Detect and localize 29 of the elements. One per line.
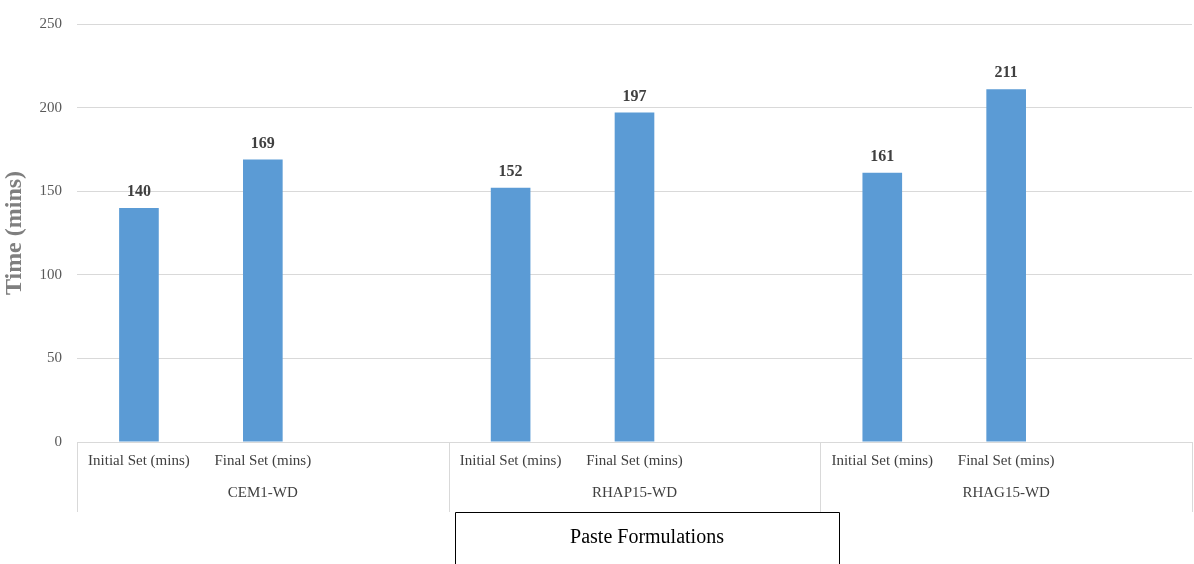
text: RHAG15-WD [962, 483, 1051, 500]
bar [614, 112, 655, 442]
data-label: 140 [126, 182, 151, 200]
y-tick-label: 150 [39, 182, 62, 199]
y-tick-label: 200 [39, 98, 62, 115]
bar [243, 159, 283, 442]
x-tick-label: Final Set (mins) [586, 451, 683, 469]
y-tick-label: 250 [39, 14, 62, 31]
bar [490, 187, 531, 442]
x-tick-label: Final Set (mins) [214, 451, 312, 469]
text: CEM1-WD [227, 483, 298, 500]
x-tick-label: Initial Set (mins) [459, 451, 562, 469]
x-axis-title: Paste Formulations [570, 525, 725, 548]
text: RHAP15-WD [592, 483, 678, 500]
bar [862, 172, 903, 442]
y-tick-label: 0 [54, 432, 62, 449]
data-label: 161 [870, 146, 895, 164]
x-tick-label: Final Set (mins) [957, 451, 1055, 469]
bar [119, 207, 159, 442]
y-axis-title: Time (mins) [0, 170, 26, 296]
data-label: 211 [994, 63, 1018, 81]
data-label: 169 [250, 133, 275, 151]
data-label: 152 [498, 162, 523, 179]
bar [986, 89, 1026, 442]
y-tick-label: 100 [39, 265, 62, 282]
data-label: 197 [622, 86, 647, 104]
x-tick-label: Initial Set (mins) [88, 451, 190, 469]
x-tick-label: Initial Set (mins) [831, 451, 934, 469]
y-tick-label: 50 [47, 349, 62, 366]
